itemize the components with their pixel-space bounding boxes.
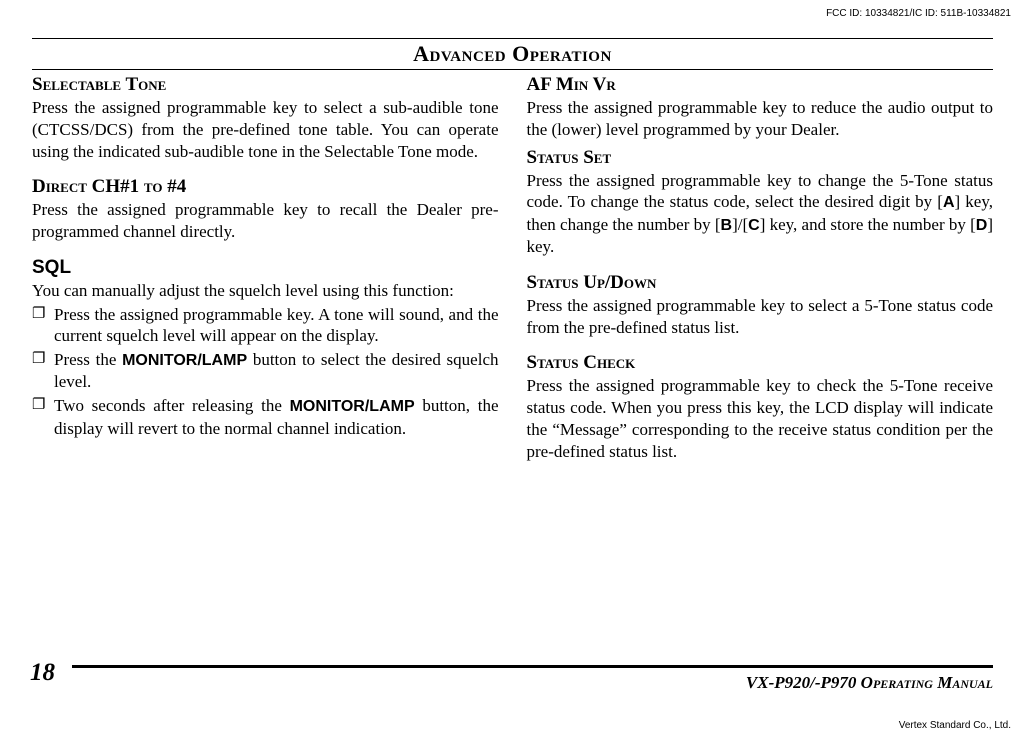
page-number: 18 bbox=[30, 659, 55, 687]
footer-rule bbox=[72, 665, 993, 668]
fcc-id-label: FCC ID: 10334821/IC ID: 511B-10334821 bbox=[826, 8, 1011, 19]
vertex-label: Vertex Standard Co., Ltd. bbox=[899, 720, 1011, 731]
para-af-min-vr: Press the assigned programmable key to r… bbox=[527, 97, 994, 141]
para-status-updown: Press the assigned programmable key to s… bbox=[527, 295, 994, 339]
key-c: C bbox=[748, 217, 760, 234]
heading-af-min-vr: AF Min Vr bbox=[527, 74, 994, 96]
para-status-set: Press the assigned programmable key to c… bbox=[527, 170, 994, 258]
manual-title: VX-P920/-P970 Operating Manual bbox=[746, 673, 993, 693]
list-item: Press the assigned programmable key. A t… bbox=[32, 304, 499, 348]
right-column: AF Min Vr Press the assigned programmabl… bbox=[527, 74, 994, 462]
text-fragment: Two seconds after releasing the bbox=[54, 396, 290, 415]
heading-direct-ch: Direct CH#1 to #4 bbox=[32, 176, 499, 198]
text-fragment: ] key, and store the number by [ bbox=[760, 215, 976, 234]
bold-monitor-lamp: MONITOR/LAMP bbox=[290, 398, 415, 415]
list-item: Two seconds after releasing the MONITOR/… bbox=[32, 395, 499, 439]
page-footer: 18 VX-P920/-P970 Operating Manual bbox=[32, 653, 993, 683]
heading-status-set: Status Set bbox=[527, 147, 994, 169]
para-sql-intro: You can manually adjust the squelch leve… bbox=[32, 280, 499, 302]
content-columns: Selectable Tone Press the assigned progr… bbox=[32, 74, 993, 462]
para-status-check: Press the assigned programmable key to c… bbox=[527, 375, 994, 462]
sql-steps-list: Press the assigned programmable key. A t… bbox=[32, 304, 499, 440]
text-fragment: ]/[ bbox=[732, 215, 748, 234]
heading-selectable-tone: Selectable Tone bbox=[32, 74, 499, 96]
para-selectable-tone: Press the assigned programmable key to s… bbox=[32, 97, 499, 162]
heading-status-updown: Status Up/Down bbox=[527, 272, 994, 294]
heading-sql: SQL bbox=[32, 257, 499, 279]
left-column: Selectable Tone Press the assigned progr… bbox=[32, 74, 499, 462]
key-b: B bbox=[721, 217, 733, 234]
text-fragment: Press the bbox=[54, 350, 122, 369]
list-item: Press the MONITOR/LAMP button to select … bbox=[32, 349, 499, 393]
key-a: A bbox=[943, 194, 955, 211]
bold-monitor-lamp: MONITOR/LAMP bbox=[122, 352, 247, 369]
page-title: Advanced Operation bbox=[32, 41, 993, 67]
key-d: D bbox=[976, 217, 988, 234]
para-direct-ch: Press the assigned programmable key to r… bbox=[32, 199, 499, 243]
text-fragment: Press the assigned programmable key to c… bbox=[527, 171, 994, 212]
heading-status-check: Status Check bbox=[527, 352, 994, 374]
page-body: Advanced Operation Selectable Tone Press… bbox=[32, 38, 993, 717]
title-rule-bottom bbox=[32, 69, 993, 70]
